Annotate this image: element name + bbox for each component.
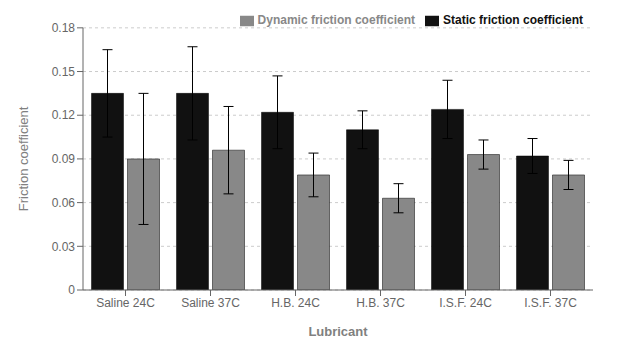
svg-text:I.S.F. 24C: I.S.F. 24C	[439, 296, 492, 310]
svg-text:0.18: 0.18	[52, 21, 76, 35]
svg-text:Saline 24C: Saline 24C	[96, 296, 155, 310]
svg-text:Friction coefficient: Friction coefficient	[16, 106, 31, 211]
svg-text:Saline 37C: Saline 37C	[181, 296, 240, 310]
svg-text:0.15: 0.15	[52, 65, 76, 79]
svg-text:0.09: 0.09	[52, 152, 76, 166]
html-text:Dynamic friction coefficient: Dynamic friction coefficient	[257, 13, 415, 27]
svg-text:H.B. 24C: H.B. 24C	[271, 296, 320, 310]
svg-text:0.06: 0.06	[52, 196, 76, 210]
svg-text:0.12: 0.12	[52, 108, 76, 122]
svg-text:0.03: 0.03	[52, 240, 76, 254]
html-text:Static friction coefficient: Static friction coefficient	[443, 13, 583, 27]
svg-text:H.B. 37C: H.B. 37C	[356, 296, 405, 310]
svg-text:I.S.F. 37C: I.S.F. 37C	[524, 296, 577, 310]
svg-text:Lubricant: Lubricant	[308, 324, 368, 339]
svg-text:0: 0	[68, 283, 75, 297]
